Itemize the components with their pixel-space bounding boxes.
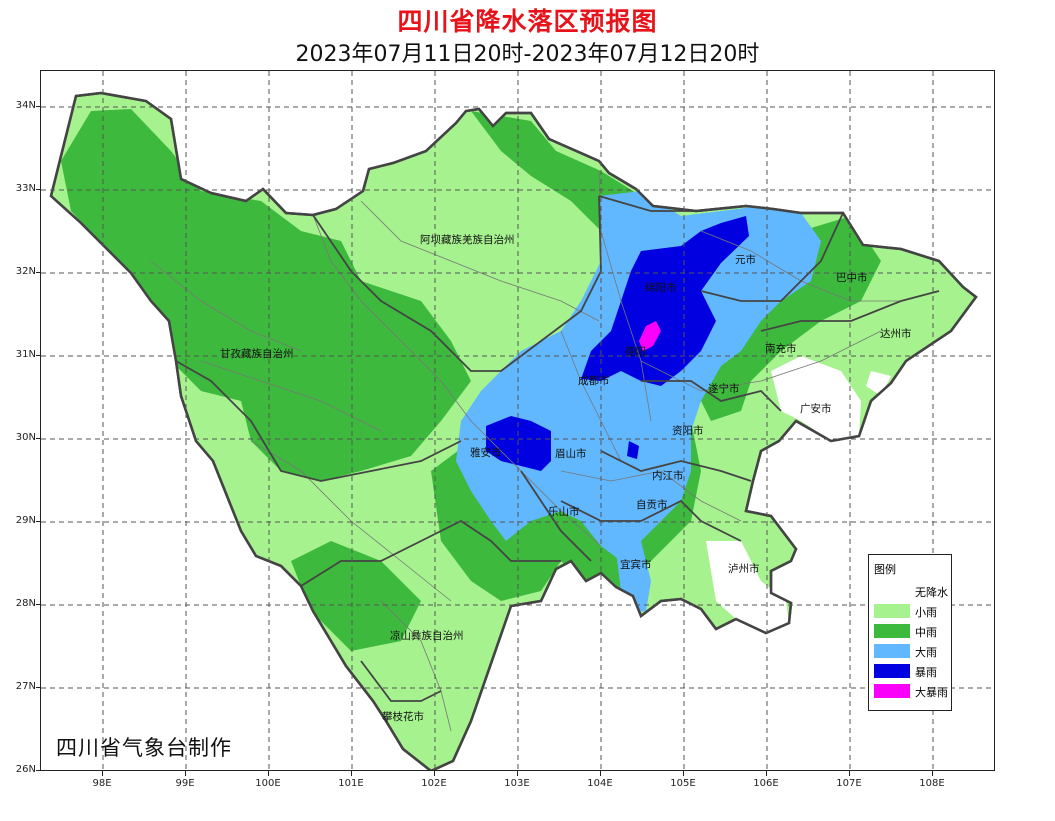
lat-label-28: 28N xyxy=(15,598,36,609)
map-title: 四川省降水落区预报图 xyxy=(397,7,658,36)
legend-swatch xyxy=(874,584,910,598)
graticule xyxy=(41,71,994,770)
precipitation-map xyxy=(41,71,994,770)
city-label-zigong: 自贡市 xyxy=(636,499,668,511)
lon-label-102: 102E xyxy=(421,778,447,789)
lon-label-107: 107E xyxy=(836,778,862,789)
map-frame xyxy=(40,70,995,771)
rainstorm-small xyxy=(627,441,639,459)
legend-swatch xyxy=(874,684,910,698)
city-label-ziyang: 资阳市 xyxy=(672,425,704,437)
city-label-panzhihua: 攀枝花市 xyxy=(382,711,424,723)
legend-swatch xyxy=(874,664,910,678)
legend-swatch xyxy=(874,644,910,658)
city-label-aba: 阿坝藏族羌族自治州 xyxy=(420,234,515,246)
legend-item-none: 无降水 xyxy=(874,583,952,599)
lon-label-101: 101E xyxy=(338,778,364,789)
no-rain-luzhou xyxy=(706,541,789,633)
lon-label-105: 105E xyxy=(670,778,696,789)
legend-label: 小雨 xyxy=(915,606,937,619)
legend-item-heavy: 大雨 xyxy=(874,643,952,659)
moderate-rain-east xyxy=(691,216,881,421)
legend-label: 无降水 xyxy=(915,586,948,599)
legend-swatch xyxy=(874,624,910,638)
credit-text: 四川省气象台制作 xyxy=(56,736,232,760)
legend-item-heavy-rainstorm: 大暴雨 xyxy=(874,683,952,699)
legend-label: 大雨 xyxy=(915,646,937,659)
city-label-meishan: 眉山市 xyxy=(555,448,587,460)
city-label-nanchong: 南充市 xyxy=(765,343,797,355)
rainstorm-north xyxy=(581,216,749,386)
city-label-guangan: 广安市 xyxy=(800,403,832,415)
lon-label-104: 104E xyxy=(587,778,613,789)
lat-label-30: 30N xyxy=(15,432,36,443)
city-label-liangshan: 凉山彝族自治州 xyxy=(390,630,464,642)
city-label-luzhou: 泸州市 xyxy=(728,563,760,575)
city-label-bazhong: 巴中市 xyxy=(836,272,868,284)
lat-label-31: 31N xyxy=(15,349,36,360)
heavy-rainstorm-zone xyxy=(639,321,661,351)
city-label-guangyuan: 元市 xyxy=(735,254,756,266)
lon-label-98: 98E xyxy=(92,778,112,789)
legend-item-moderate: 中雨 xyxy=(874,623,952,639)
legend-item-light: 小雨 xyxy=(874,603,952,619)
no-rain-east xyxy=(866,371,891,396)
lon-label-99: 99E xyxy=(175,778,195,789)
legend-label: 大暴雨 xyxy=(915,686,948,699)
city-label-chengdu: 成都市 xyxy=(578,375,610,387)
lon-label-106: 106E xyxy=(753,778,779,789)
city-label-yaan: 雅安市 xyxy=(470,447,502,459)
moderate-rain-west xyxy=(61,109,471,481)
legend-swatch xyxy=(874,604,910,618)
legend-title: 图例 xyxy=(874,563,896,576)
city-label-leshan: 乐山市 xyxy=(548,506,580,518)
lon-label-103: 103E xyxy=(504,778,530,789)
moderate-rain-south xyxy=(291,541,421,651)
city-label-deyang: 德阳 xyxy=(625,346,646,358)
map-subtitle: 2023年07月11日20时-2023年07月12日20时 xyxy=(295,42,760,67)
lat-label-29: 29N xyxy=(15,515,36,526)
lat-label-33: 33N xyxy=(15,183,36,194)
city-label-neijiang: 内江市 xyxy=(652,470,684,482)
lat-label-32: 32N xyxy=(15,266,36,277)
lon-label-108: 108E xyxy=(919,778,945,789)
city-label-ganzi: 甘孜藏族自治州 xyxy=(220,348,294,360)
legend-label: 暴雨 xyxy=(915,666,937,679)
city-label-suining: 遂宁市 xyxy=(708,383,740,395)
legend-label: 中雨 xyxy=(915,626,937,639)
city-label-yibin: 宜宾市 xyxy=(620,559,652,571)
lat-label-34: 34N xyxy=(15,100,36,111)
no-rain-guangan xyxy=(771,356,861,441)
lat-label-27: 27N xyxy=(15,681,36,692)
lat-label-26: 26N xyxy=(15,764,36,775)
legend: 图例 无降水 小雨 中雨 大雨 暴雨 大暴雨 xyxy=(868,554,952,711)
city-label-dazhou: 达州市 xyxy=(880,328,912,340)
city-label-mianyang: 绵阳市 xyxy=(645,282,677,294)
legend-item-rainstorm: 暴雨 xyxy=(874,663,952,679)
lon-label-100: 100E xyxy=(255,778,281,789)
